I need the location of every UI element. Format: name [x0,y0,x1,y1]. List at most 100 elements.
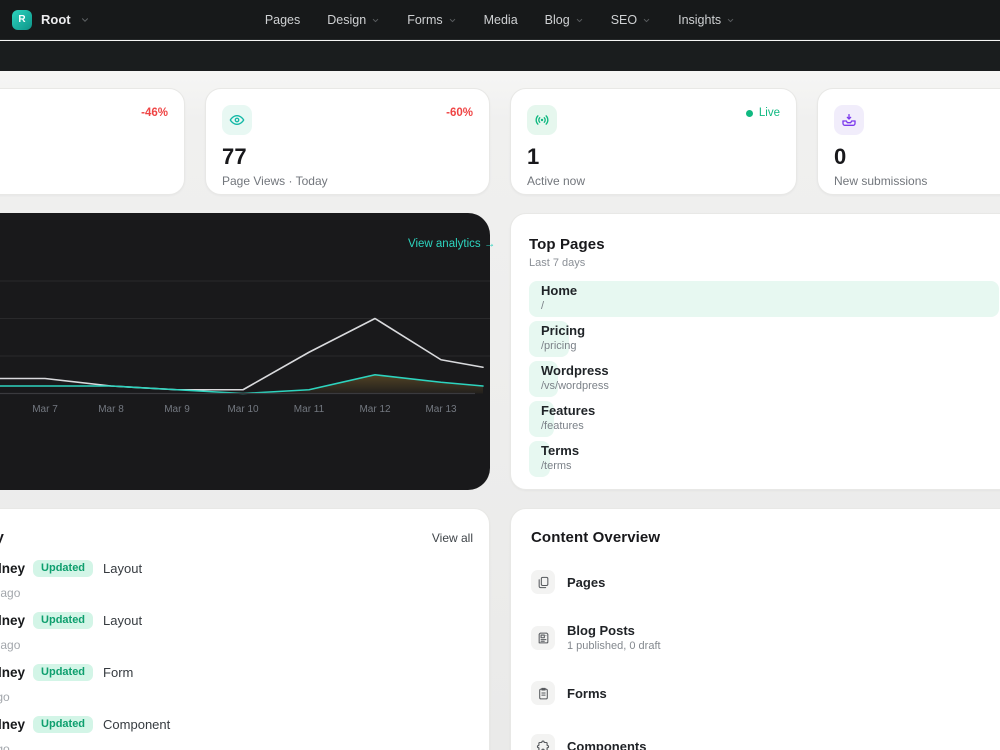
activity-item[interactable]: Sydney Updated Layout 3 hours ago [0,560,473,612]
page-path: /features [541,420,584,432]
blog-icon [531,625,555,650]
activity-time: 5 hours ago [0,638,21,652]
content-overview-title: Content Overview [531,529,661,546]
workspace-switcher[interactable]: R Root [12,9,90,30]
nav-item-design[interactable]: Design [327,13,380,27]
stat-value: 0 [834,144,847,169]
x-axis-label: Mar 13 [425,404,457,415]
nav-item-media[interactable]: Media [483,13,518,27]
top-pages-subtitle: Last 7 days [529,257,586,269]
eye-icon [222,105,252,135]
stat-label: New submissions [834,174,928,188]
page-path: / [541,300,545,312]
content-label: Components [567,738,647,750]
page-name: Features [541,403,596,418]
content-overview-list: Pages Blog Posts 1 published, 0 draft Forms… [531,570,997,750]
top-navbar: R Root Pages Design Forms Media Blog SEO Insig… [0,0,1000,40]
activity-object: Form [103,665,134,680]
stat-value: 77 [222,144,247,169]
x-axis-label: Mar 11 [294,404,325,415]
traffic-bar [529,321,569,357]
stat-card-cropped[interactable]: -46% [0,88,185,195]
nav-item-insights[interactable]: Insights [678,13,735,27]
page-name: Terms [541,443,580,458]
top-page-row[interactable]: Wordpress/vs/wordpress [529,359,999,399]
nav-item-seo[interactable]: SEO [611,13,651,27]
activity-badge: Updated [33,664,94,681]
chevron-down-icon [726,16,735,25]
stat-card-page-views[interactable]: 77 Page Views · Today -60% [205,88,490,195]
chevron-down-icon [448,16,457,25]
workspace-name: Root [41,12,71,27]
components-icon [531,734,555,750]
chevron-down-icon [575,16,584,25]
activity-item[interactable]: Sydney Updated Component 1 day ago [0,716,473,750]
inbox-icon [834,105,864,135]
activity-user: Sydney [0,613,26,628]
x-axis-label: Mar 10 [227,404,259,415]
x-axis-label: Mar 7 [32,404,58,415]
top-page-row[interactable]: Home / [529,279,999,319]
content-row-components[interactable]: Components [531,734,997,750]
stat-value: 1 [527,144,540,169]
content-row-forms[interactable]: Forms [531,681,997,705]
traffic-bar [529,401,555,437]
broadcast-icon [527,105,557,135]
top-page-row[interactable]: Pricing/pricing [529,319,999,359]
main-nav: Pages Design Forms Media Blog SEO Insights [0,0,1000,40]
stat-trend: -46% [141,107,168,119]
top-page-row[interactable]: Features/features [529,399,999,439]
nav-item-forms[interactable]: Forms [407,13,456,27]
stat-card-active-now[interactable]: 1 Active now Live [510,88,797,195]
x-axis-label: Mar 8 [98,404,124,415]
stat-label: Page Views · Today [222,174,328,188]
stat-card-submissions[interactable]: 0 New submissions [817,88,1000,195]
page-name: Wordpress [541,363,609,378]
page-path: /vs/wordpress [541,380,609,392]
traffic-line-chart: Mar 7 Mar 8 Mar 9 Mar 10 Mar 11 Mar 12 Mar 13 [0,280,490,415]
activity-object: Layout [103,561,143,576]
chevron-down-icon [80,15,90,25]
x-axis-label: Mar 9 [164,404,190,415]
workspace-logo: R [12,9,32,30]
activity-user: Sydney [0,561,26,576]
activity-item[interactable]: Sydney Updated Form 1 day ago [0,664,473,716]
activity-user: Sydney [0,665,26,680]
view-analytics-link[interactable]: View analytics → [408,238,496,250]
content-row-blog-posts[interactable]: Blog Posts 1 published, 0 draft [531,623,997,652]
chevron-down-icon [642,16,651,25]
activity-time: 1 day ago [0,742,10,750]
nav-item-blog[interactable]: Blog [545,13,584,27]
top-pages-title: Top Pages [529,236,605,253]
top-pages-list: Home / Pricing/pricing Wordpress/vs/wordpre… [529,279,999,479]
activity-title: Recent Activity [0,529,473,546]
traffic-bar [529,361,559,397]
traffic-bar [529,441,550,477]
view-all-link[interactable]: View all [431,531,473,545]
activity-badge: Updated [33,612,94,629]
content-row-pages[interactable]: Pages [531,570,997,594]
activity-time: 1 day ago [0,690,10,704]
traffic-bar [529,281,999,317]
activity-object: Component [103,717,171,732]
activity-list: Sydney Updated Layout 3 hours ago Sydney Upda… [0,560,473,750]
activity-user: Sydney [0,717,26,732]
forms-icon [531,681,555,705]
top-page-row[interactable]: Terms/terms [529,439,999,479]
activity-item[interactable]: Sydney Updated Layout 5 hours ago [0,612,473,664]
page-path: /pricing [541,340,577,352]
chevron-down-icon [371,16,380,25]
analytics-chart-card [0,213,490,490]
stat-trend: -60% [446,107,473,119]
nav-item-pages[interactable]: Pages [264,13,301,27]
x-axis-label: Mar 12 [359,404,391,415]
page-path: /terms [541,460,572,472]
page-name: Pricing [541,323,586,338]
page-name: Home [541,283,578,298]
content-label: Pages [567,574,606,590]
live-dot-icon [745,109,753,117]
content-sub: 1 published, 0 draft [567,640,661,652]
top-pages-card: Top Pages Last 7 days Home / Pricing/prici… [510,213,1000,490]
activity-object: Layout [103,613,143,628]
pages-icon [531,570,555,594]
